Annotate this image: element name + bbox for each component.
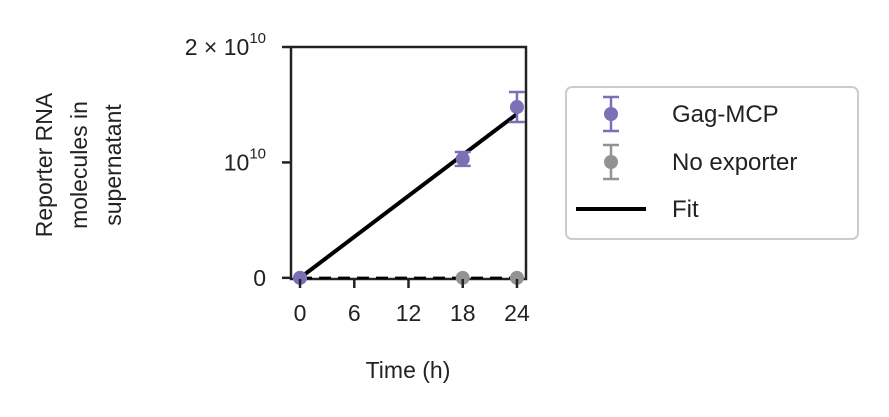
- legend-entry-fit: Fit: [576, 196, 699, 223]
- legend-entry-gag-mcp: Gag-MCP: [603, 95, 779, 133]
- legend: Gag-MCP No exporter Fit: [565, 86, 859, 240]
- x-tick-label: 24: [504, 300, 530, 326]
- legend-label-fit: Fit: [672, 196, 699, 223]
- data-layer: [293, 90, 525, 285]
- ticks: 0 6 12 18 24 0 1010 2 × 1010: [185, 30, 530, 326]
- data-point-gag-mcp: [509, 100, 524, 115]
- data-point-no-exporter: [509, 270, 524, 285]
- data-point-gag-mcp: [455, 151, 470, 166]
- y-axis-title: Reporter RNA molecules in supernatant: [31, 92, 126, 237]
- y-axis-title-line-1: Reporter RNA: [31, 92, 57, 237]
- legend-marker-no-exporter: [603, 143, 619, 181]
- fit-line: [298, 112, 519, 280]
- x-tick-label: 18: [450, 300, 476, 326]
- plot-axes: [289, 45, 528, 281]
- legend-entry-no-exporter: No exporter: [603, 143, 797, 181]
- plot-frame: [289, 45, 528, 281]
- data-point-no-exporter: [455, 270, 470, 285]
- legend-label-gag-mcp: Gag-MCP: [672, 101, 779, 128]
- y-tick-label: 1010: [224, 145, 266, 175]
- y-tick-label: 2 × 1010: [185, 30, 266, 60]
- legend-label-no-exporter: No exporter: [672, 149, 797, 176]
- legend-marker-gag-mcp: [603, 95, 619, 133]
- x-tick-label: 6: [348, 300, 361, 326]
- y-axis-title-line-3: supernatant: [100, 104, 126, 226]
- legend-frame: [565, 86, 859, 240]
- legend-point: [604, 107, 618, 121]
- y-tick-label: 0: [253, 265, 266, 291]
- x-tick-label: 0: [294, 300, 307, 326]
- y-axis-title-line-2: molecules in: [66, 101, 92, 229]
- x-tick-label: 12: [396, 300, 422, 326]
- data-point-gag-mcp: [293, 270, 308, 285]
- legend-point: [604, 155, 618, 169]
- x-axis-title: Time (h): [366, 357, 451, 383]
